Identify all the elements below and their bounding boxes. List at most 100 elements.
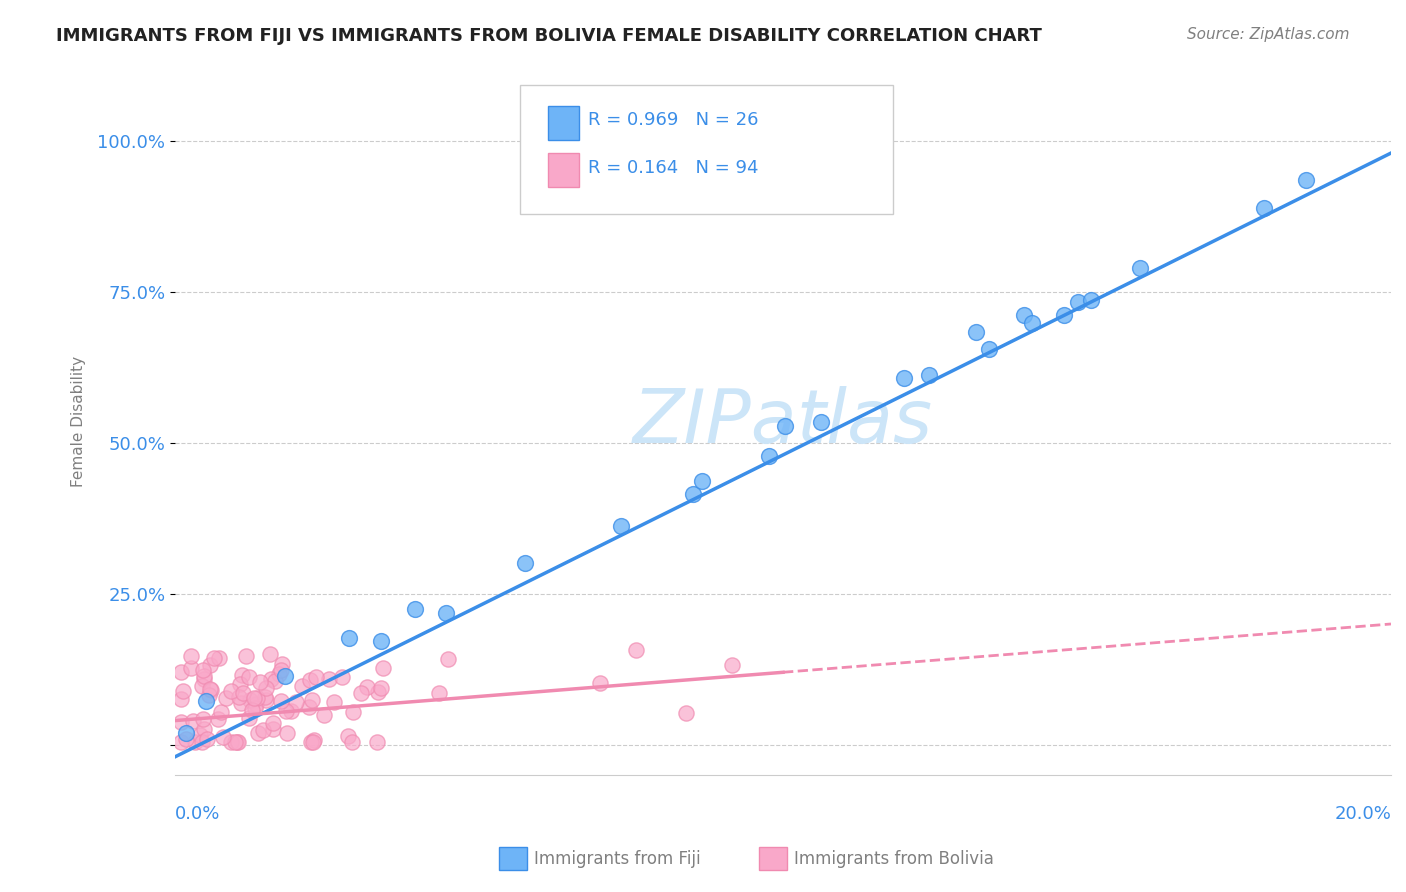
Point <box>254 693 277 707</box>
Point <box>298 673 321 688</box>
Point <box>176 732 198 747</box>
Point <box>260 672 283 686</box>
Point <box>356 680 378 694</box>
Point <box>243 690 266 705</box>
Text: ZIPatlas: ZIPatlas <box>633 385 934 458</box>
Text: R = 0.969   N = 26: R = 0.969 N = 26 <box>588 112 758 129</box>
Point <box>262 716 284 731</box>
Point <box>690 475 713 489</box>
Point <box>198 658 221 673</box>
Point <box>280 705 302 719</box>
Point <box>191 679 214 693</box>
Point <box>188 728 211 742</box>
Text: Immigrants from Fiji: Immigrants from Fiji <box>534 850 702 868</box>
Y-axis label: Female Disability: Female Disability <box>72 356 86 487</box>
Point <box>253 690 276 704</box>
Point <box>238 711 260 725</box>
Point <box>1129 261 1152 276</box>
Point <box>675 706 697 720</box>
Point <box>212 731 235 745</box>
Point <box>170 715 193 730</box>
Point <box>291 679 314 693</box>
Text: 0.0%: 0.0% <box>176 805 221 823</box>
Point <box>193 668 215 682</box>
Point <box>1067 295 1090 310</box>
Text: R = 0.164   N = 94: R = 0.164 N = 94 <box>588 159 758 177</box>
Point <box>252 723 274 737</box>
Point <box>1053 308 1076 322</box>
Point <box>229 697 252 711</box>
Point <box>191 712 214 726</box>
Point <box>226 735 249 749</box>
Point <box>225 735 247 749</box>
Point <box>318 672 340 686</box>
Point <box>170 735 193 749</box>
Point <box>259 648 281 662</box>
Point <box>198 689 221 703</box>
Text: Immigrants from Bolivia: Immigrants from Bolivia <box>794 850 994 868</box>
Point <box>337 632 360 646</box>
Point <box>917 368 939 382</box>
Point <box>624 643 647 657</box>
Point <box>610 519 633 533</box>
Point <box>243 701 266 715</box>
Point <box>180 661 202 675</box>
Point <box>404 602 426 616</box>
Point <box>366 735 388 749</box>
Point <box>198 681 221 696</box>
Point <box>1012 308 1035 322</box>
Point <box>209 705 232 719</box>
Point <box>323 695 346 709</box>
Text: Source: ZipAtlas.com: Source: ZipAtlas.com <box>1187 27 1350 42</box>
Point <box>301 693 323 707</box>
Point <box>214 691 236 706</box>
Text: IMMIGRANTS FROM FIJI VS IMMIGRANTS FROM BOLIVIA FEMALE DISABILITY CORRELATION CH: IMMIGRANTS FROM FIJI VS IMMIGRANTS FROM … <box>56 27 1042 45</box>
Point <box>367 684 389 698</box>
Point <box>263 674 285 689</box>
Text: 20.0%: 20.0% <box>1334 805 1391 823</box>
Point <box>775 419 797 434</box>
Point <box>207 712 229 726</box>
Point <box>224 735 246 749</box>
Point <box>270 694 292 708</box>
Point <box>720 657 742 672</box>
Point <box>231 668 253 682</box>
Point <box>170 665 193 679</box>
Point <box>174 725 197 739</box>
Point <box>202 651 225 665</box>
Point <box>979 342 1001 356</box>
Point <box>193 722 215 736</box>
Point <box>172 683 194 698</box>
Point <box>267 666 290 681</box>
Point <box>247 726 270 740</box>
Point <box>246 691 269 706</box>
Point <box>274 669 297 683</box>
Point <box>170 691 193 706</box>
Point <box>239 692 262 706</box>
Point <box>274 704 297 718</box>
Point <box>195 731 218 746</box>
Point <box>235 648 257 663</box>
Point <box>305 671 328 685</box>
Point <box>299 735 322 749</box>
Point <box>371 661 394 675</box>
Point <box>301 735 323 749</box>
Point <box>238 670 260 684</box>
Point <box>515 557 537 571</box>
Point <box>284 695 307 709</box>
Point <box>1021 316 1043 330</box>
Point <box>245 697 267 711</box>
Point <box>208 651 231 665</box>
Point <box>330 670 353 684</box>
Point <box>427 686 450 700</box>
Point <box>758 449 780 463</box>
Point <box>200 683 222 698</box>
Point <box>191 663 214 677</box>
Point <box>312 707 335 722</box>
Point <box>340 735 363 749</box>
Point <box>254 681 277 695</box>
Point <box>965 325 987 339</box>
Point <box>437 652 460 666</box>
Point <box>337 729 360 743</box>
Point <box>240 703 263 717</box>
